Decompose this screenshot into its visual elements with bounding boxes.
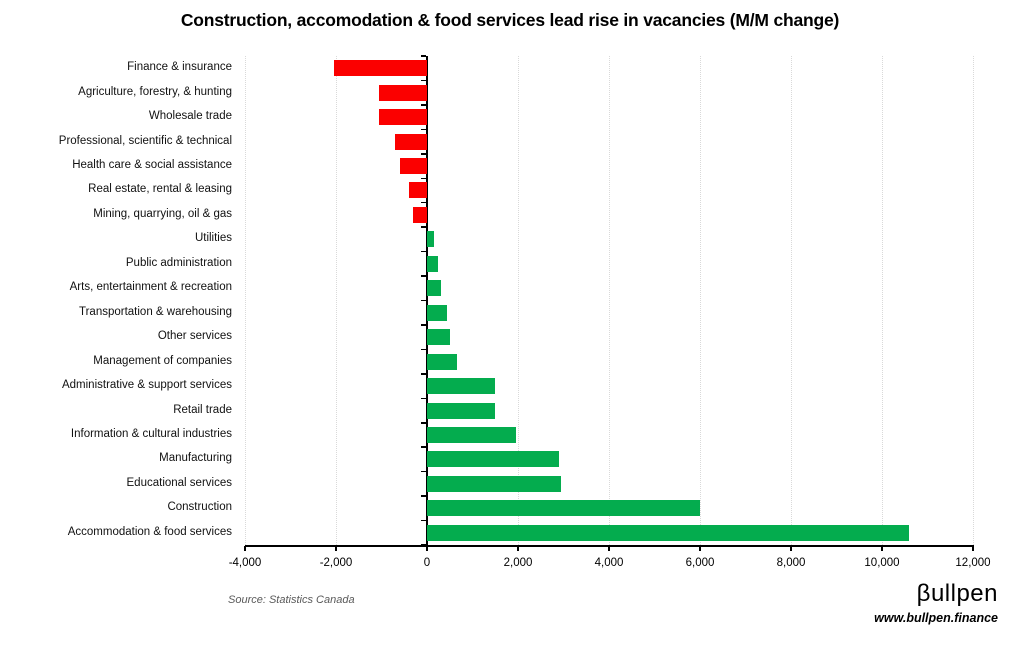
chart-title: Construction, accomodation & food servic… <box>180 10 840 30</box>
y-axis-tick <box>421 201 426 204</box>
y-axis-tick <box>421 397 426 400</box>
y-axis-tick <box>421 373 426 375</box>
bar-construction <box>427 500 700 517</box>
x-axis-tick <box>335 546 337 551</box>
x-axis-tick-label: 0 <box>423 557 431 569</box>
y-axis-tick <box>421 55 426 57</box>
category-label: Other services <box>157 330 232 343</box>
category-label: Agriculture, forestry, & hunting <box>78 85 232 98</box>
bar-information-cultural-industries <box>427 426 516 443</box>
x-axis-tick-label: 12,000 <box>955 557 991 569</box>
x-axis-tick <box>699 546 701 551</box>
plot-area <box>245 55 974 546</box>
category-label: Construction <box>167 501 232 514</box>
bar-arts-entertainment-recreation <box>427 280 441 297</box>
y-axis-tick <box>421 79 426 82</box>
brand-website: www.bullpen.finance <box>874 610 998 625</box>
category-label: Professional, scientific & technical <box>58 134 232 147</box>
bar-accommodation-food-services <box>427 524 910 541</box>
x-axis-tick <box>517 546 519 551</box>
bar-real-estate-rental-leasing <box>408 182 427 199</box>
category-label: Administrative & support services <box>61 379 232 392</box>
y-axis-tick <box>421 324 426 326</box>
category-label: Wholesale trade <box>148 110 232 123</box>
source-note: Source: Statistics Canada <box>228 594 355 606</box>
gridline <box>609 56 610 545</box>
y-axis-tick <box>421 446 426 448</box>
bar-public-administration <box>427 255 439 272</box>
bar-manufacturing <box>427 451 559 468</box>
gridline <box>245 56 246 545</box>
bar-management-of-companies <box>427 353 457 370</box>
category-label: Health care & social assistance <box>72 159 232 172</box>
category-label: Public administration <box>125 256 232 269</box>
y-axis-tick <box>421 348 426 351</box>
bar-wholesale-trade <box>379 109 427 126</box>
y-axis-tick <box>421 128 426 131</box>
x-axis-tick <box>881 546 883 551</box>
x-axis-tick <box>608 546 610 551</box>
gridline <box>973 56 974 545</box>
y-axis-tick <box>421 422 426 424</box>
category-label: Mining, quarrying, oil & gas <box>93 207 232 220</box>
brand-name: βullpen <box>916 580 998 607</box>
y-axis-tick <box>421 104 426 106</box>
bar-health-care-social-assistance <box>399 158 427 175</box>
category-label: Accommodation & food services <box>67 525 232 538</box>
y-axis-tick <box>421 250 426 253</box>
x-axis-tick-label: 10,000 <box>864 557 900 569</box>
gridline <box>336 56 337 545</box>
zero-axis-line <box>426 56 428 545</box>
x-axis-tick-label: -2,000 <box>319 557 353 569</box>
x-axis-tick-label: 2,000 <box>503 557 533 569</box>
gridline <box>700 56 701 545</box>
x-axis-tick-label: 8,000 <box>776 557 806 569</box>
bar-utilities <box>427 231 434 248</box>
bar-other-services <box>427 329 450 346</box>
category-label: Finance & insurance <box>127 61 232 74</box>
y-axis-tick <box>421 226 426 228</box>
bar-transportation-warehousing <box>427 304 448 321</box>
gridline <box>882 56 883 545</box>
gridline <box>791 56 792 545</box>
category-label: Transportation & warehousing <box>79 305 232 318</box>
category-axis: Finance & insurance Agriculture, forestry… <box>0 56 232 545</box>
x-axis-tick-label: 4,000 <box>594 557 624 569</box>
bar-agriculture-forestry-hunting <box>379 84 427 101</box>
x-axis-line <box>245 545 974 547</box>
y-axis-tick <box>421 299 426 302</box>
y-axis-tick <box>421 275 426 277</box>
x-axis-tick-label: 6,000 <box>685 557 715 569</box>
x-axis-tick <box>244 546 246 551</box>
bar-mining-quarrying-oil-gas <box>413 206 427 223</box>
y-axis-tick <box>421 153 426 155</box>
bar-finance-insurance <box>333 60 427 77</box>
bar-professional-scientific-technical <box>395 133 427 150</box>
x-axis-tick <box>790 546 792 551</box>
category-label: Retail trade <box>173 403 232 416</box>
category-label: Real estate, rental & leasing <box>88 183 232 196</box>
y-axis-tick <box>421 470 426 473</box>
category-label: Manufacturing <box>159 452 232 465</box>
category-label: Utilities <box>194 232 232 245</box>
category-label: Management of companies <box>93 354 232 367</box>
bar-retail-trade <box>427 402 496 419</box>
y-axis-tick <box>421 495 426 497</box>
x-axis-tick-label: -4,000 <box>228 557 262 569</box>
bar-educational-services <box>427 475 562 492</box>
category-label: Information & cultural industries <box>70 427 232 440</box>
y-axis-tick <box>421 177 426 179</box>
category-label: Educational services <box>126 476 232 489</box>
gridline <box>518 56 519 545</box>
x-axis-tick <box>426 546 428 551</box>
bar-administrative-support-services <box>427 378 496 395</box>
y-axis-tick <box>421 519 426 522</box>
category-label: Arts, entertainment & recreation <box>69 281 232 294</box>
x-axis-tick <box>972 546 974 551</box>
brand-logo: βullpen www.bullpen.finance <box>874 580 998 625</box>
